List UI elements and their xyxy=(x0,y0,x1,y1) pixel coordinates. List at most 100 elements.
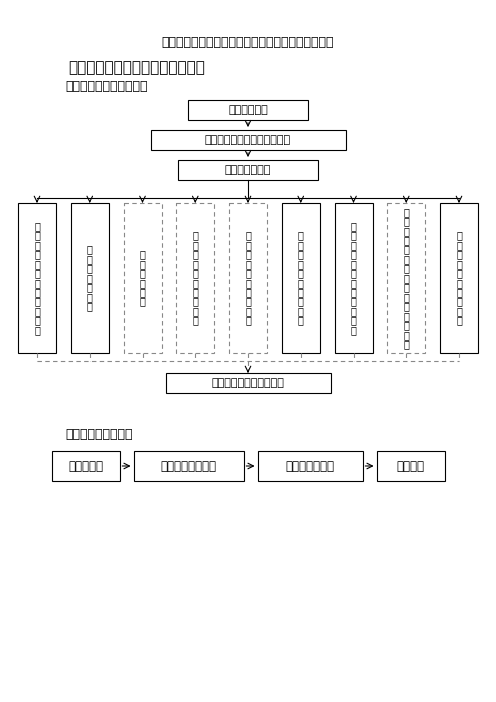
Bar xyxy=(176,203,214,353)
Bar xyxy=(229,203,267,353)
Text: 台: 台 xyxy=(245,297,251,307)
Text: 期: 期 xyxy=(456,240,462,250)
Bar xyxy=(257,451,363,481)
Text: 进: 进 xyxy=(87,282,93,293)
Bar xyxy=(133,451,244,481)
Text: （一）主要教学环节流程: （一）主要教学环节流程 xyxy=(65,79,147,93)
Text: 成: 成 xyxy=(351,268,357,278)
Text: 表: 表 xyxy=(87,301,93,312)
Text: 两: 两 xyxy=(34,268,40,278)
Bar xyxy=(18,203,56,353)
Text: 研: 研 xyxy=(403,320,409,330)
Text: 学院教学管理中心: 学院教学管理中心 xyxy=(161,460,216,472)
Text: 大: 大 xyxy=(245,240,251,250)
Text: 学: 学 xyxy=(87,273,93,283)
Text: 学: 学 xyxy=(456,278,462,288)
Bar xyxy=(150,130,346,150)
Bar xyxy=(334,203,372,353)
Text: 动: 动 xyxy=(403,339,409,349)
Text: 教: 教 xyxy=(87,263,93,274)
Bar xyxy=(178,160,318,180)
Text: 期: 期 xyxy=(298,230,304,241)
Text: 教: 教 xyxy=(403,311,409,321)
Text: 结: 结 xyxy=(456,315,462,326)
Text: 络: 络 xyxy=(245,278,251,288)
Text: 的: 的 xyxy=(34,287,40,297)
Text: 电: 电 xyxy=(192,230,198,241)
Text: 动: 动 xyxy=(456,297,462,307)
Text: 线: 线 xyxy=(245,259,251,269)
Text: （二）教学管理模式: （二）教学管理模式 xyxy=(65,428,132,442)
Text: 大: 大 xyxy=(192,240,198,250)
Text: 程: 程 xyxy=(456,259,462,269)
Text: 程: 程 xyxy=(403,301,409,312)
Text: 专业教学管理员: 专业教学管理员 xyxy=(286,460,334,472)
Text: 课: 课 xyxy=(403,292,409,302)
Text: 设: 设 xyxy=(192,315,198,326)
Text: 议: 议 xyxy=(34,325,40,335)
Text: 大: 大 xyxy=(403,254,409,264)
Text: 活: 活 xyxy=(456,287,462,297)
Text: 与: 与 xyxy=(298,297,304,307)
Text: 教: 教 xyxy=(456,268,462,278)
Text: 学: 学 xyxy=(245,315,251,326)
Text: 少: 少 xyxy=(34,249,40,259)
Text: 教: 教 xyxy=(34,297,40,307)
Text: 课: 课 xyxy=(139,249,145,259)
Text: 在: 在 xyxy=(192,249,198,259)
Text: 不: 不 xyxy=(34,240,40,250)
Text: 程: 程 xyxy=(87,292,93,302)
Text: 复: 复 xyxy=(298,249,304,259)
Text: 任课教师: 任课教师 xyxy=(396,460,425,472)
Text: 导: 导 xyxy=(245,306,251,316)
Text: 次: 次 xyxy=(34,278,40,288)
Text: 课: 课 xyxy=(192,268,198,278)
Text: 制: 制 xyxy=(87,245,93,255)
Text: 织: 织 xyxy=(298,287,304,297)
Text: 平: 平 xyxy=(245,287,251,297)
Text: 及: 及 xyxy=(403,263,409,274)
Text: 线: 线 xyxy=(192,259,198,269)
Text: 于: 于 xyxy=(34,259,40,269)
Text: 习: 习 xyxy=(298,259,304,269)
Text: 学: 学 xyxy=(456,230,462,241)
Text: 订: 订 xyxy=(87,254,93,264)
Text: 电: 电 xyxy=(403,245,409,255)
Bar xyxy=(376,451,444,481)
Text: 参: 参 xyxy=(34,221,40,231)
Bar xyxy=(282,203,320,353)
Text: 接受教学任务: 接受教学任务 xyxy=(228,105,268,115)
Bar xyxy=(387,203,425,353)
Text: 面: 面 xyxy=(139,268,145,278)
Text: 性: 性 xyxy=(351,259,357,269)
Text: 绩: 绩 xyxy=(351,278,357,288)
Text: 生: 生 xyxy=(351,230,357,241)
Text: 资: 资 xyxy=(192,287,198,297)
Bar xyxy=(71,203,109,353)
Text: 学: 学 xyxy=(351,221,357,231)
Text: 领取教材、任务通知书、课表: 领取教材、任务通知书、课表 xyxy=(205,135,291,145)
Bar xyxy=(188,100,308,120)
Bar xyxy=(440,203,478,353)
Text: 参: 参 xyxy=(403,207,409,217)
Bar xyxy=(166,373,330,393)
Text: 本: 本 xyxy=(403,273,409,283)
Text: 学: 学 xyxy=(34,306,40,316)
Text: 校: 校 xyxy=(403,282,409,293)
Text: 在: 在 xyxy=(245,249,251,259)
Text: 加: 加 xyxy=(403,216,409,226)
Text: 备课及教学过程: 备课及教学过程 xyxy=(225,165,271,175)
Text: 总: 总 xyxy=(456,306,462,316)
Text: 的: 的 xyxy=(298,268,304,278)
Text: 上: 上 xyxy=(403,226,409,236)
Text: 建: 建 xyxy=(192,306,198,316)
Text: 落: 落 xyxy=(298,306,304,316)
Text: 末: 末 xyxy=(298,240,304,250)
Text: 活: 活 xyxy=(403,330,409,340)
Text: 考: 考 xyxy=(351,287,357,297)
Text: 授: 授 xyxy=(139,278,145,288)
Text: 核: 核 xyxy=(351,297,357,307)
Bar xyxy=(124,203,162,353)
Text: 嘉兴电大开放教育学院教师教学基本规范（讨论稿）: 嘉兴电大开放教育学院教师教学基本规范（讨论稿） xyxy=(162,36,334,48)
Text: 辅: 辅 xyxy=(139,287,145,297)
